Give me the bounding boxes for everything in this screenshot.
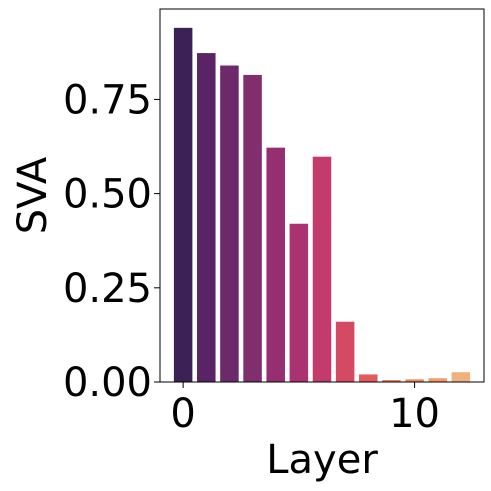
bar-layer-4: [266, 147, 285, 382]
bar-layer-3: [243, 74, 262, 383]
x-axis-title: Layer: [266, 437, 378, 483]
bar-layer-6: [312, 156, 332, 382]
y-tick-label: 0.50: [63, 172, 152, 218]
bar-layer-5: [289, 223, 309, 382]
ticks-group: 0.00 0.25 0.50 0.75 0 10: [63, 77, 440, 437]
y-axis-title: SVA: [10, 156, 56, 234]
bar-layer-0: [173, 27, 193, 383]
y-tick-label: 0.00: [63, 360, 152, 406]
bar-layer-12: [451, 372, 471, 382]
bar-layer-9: [382, 380, 401, 382]
bar-layer-11: [428, 378, 447, 382]
bar-layer-1: [197, 53, 216, 382]
y-tick-label: 0.75: [63, 77, 152, 123]
bar-layer-2: [220, 65, 239, 383]
bar-layer-7: [335, 321, 355, 382]
x-tick-label: 10: [389, 391, 440, 437]
bar-layer-8: [359, 374, 378, 382]
plot-frame: [159, 8, 485, 383]
y-tick-label: 0.25: [63, 266, 152, 312]
bar-layer-10: [405, 379, 424, 382]
x-tick-label: 0: [170, 391, 195, 437]
bars-group: [173, 27, 471, 383]
